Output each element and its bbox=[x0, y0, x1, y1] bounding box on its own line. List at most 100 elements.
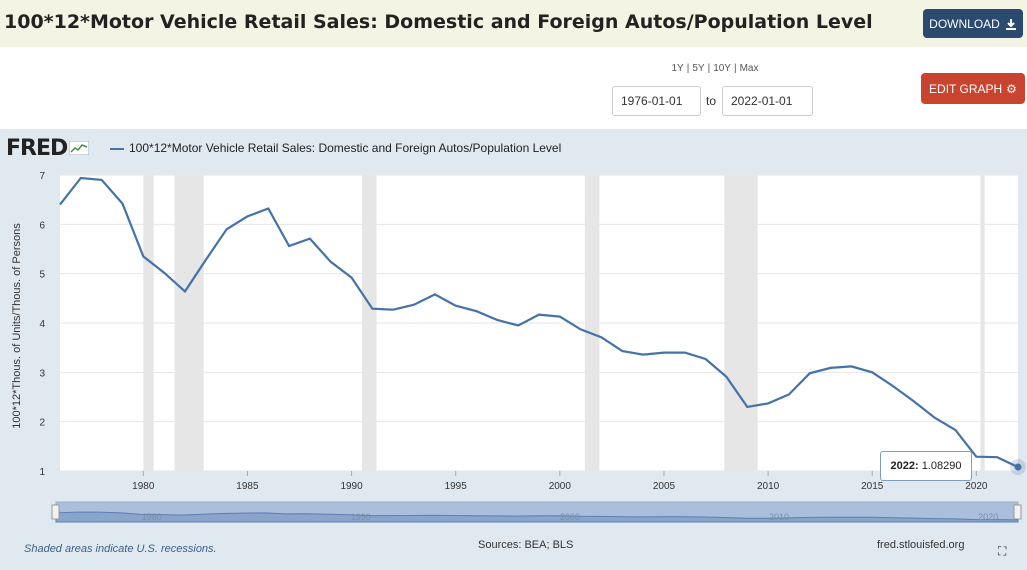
data-point-highlight bbox=[1010, 459, 1026, 476]
navigator-handle-left[interactable] bbox=[51, 504, 60, 520]
data-point bbox=[787, 393, 791, 397]
y-tick-label: 4 bbox=[39, 319, 45, 330]
download-label: DOWNLOAD bbox=[929, 16, 1000, 31]
data-point bbox=[79, 176, 83, 180]
data-point bbox=[433, 292, 437, 296]
data-point bbox=[266, 207, 270, 211]
data-point bbox=[141, 254, 145, 258]
data-points bbox=[58, 176, 1026, 476]
data-point bbox=[641, 353, 645, 357]
data-point bbox=[58, 203, 62, 207]
data-point bbox=[849, 364, 853, 368]
x-tick-label: 2020 bbox=[965, 481, 988, 492]
range-max[interactable]: Max bbox=[739, 63, 759, 74]
data-point bbox=[954, 428, 958, 432]
y-tick-label: 1 bbox=[39, 467, 45, 478]
x-tick-label: 2005 bbox=[653, 481, 676, 492]
title-bar bbox=[0, 0, 1027, 47]
x-tick-label: 1980 bbox=[132, 481, 155, 492]
data-point bbox=[537, 313, 541, 317]
y-tick-label: 6 bbox=[39, 220, 45, 231]
data-point bbox=[225, 227, 229, 231]
navigator-tick-label: 2010 bbox=[769, 512, 789, 522]
data-point bbox=[516, 323, 520, 327]
navigator-tick-label: 1980 bbox=[142, 512, 162, 522]
fred-url-link[interactable]: fred.stlouisfed.org bbox=[877, 539, 965, 551]
data-point bbox=[995, 455, 999, 459]
y-tick-label: 2 bbox=[39, 418, 45, 429]
range-10y[interactable]: 10Y bbox=[713, 63, 731, 74]
sources-text: Sources: BEA; BLS bbox=[478, 539, 574, 551]
data-point bbox=[204, 258, 208, 262]
data-point bbox=[183, 289, 187, 293]
data-point bbox=[100, 178, 104, 182]
start-date-input[interactable] bbox=[612, 86, 701, 116]
range-1y[interactable]: 1Y bbox=[671, 63, 684, 74]
x-tick-label: 2015 bbox=[861, 481, 884, 492]
navigator-tick-label: 2000 bbox=[560, 512, 580, 522]
data-point bbox=[120, 202, 124, 206]
data-point bbox=[162, 271, 166, 275]
tooltip-value: 1.08290 bbox=[921, 460, 962, 472]
data-point bbox=[912, 399, 916, 403]
navigator-tick-label: 2020 bbox=[978, 512, 998, 522]
data-point bbox=[495, 318, 499, 322]
data-point bbox=[245, 214, 249, 218]
data-point bbox=[454, 304, 458, 308]
download-icon bbox=[1005, 18, 1016, 30]
edit-graph-button[interactable]: EDIT GRAPH ⚙ bbox=[921, 73, 1025, 104]
y-tick-label: 7 bbox=[39, 171, 45, 182]
data-point bbox=[891, 384, 895, 388]
data-point bbox=[620, 349, 624, 353]
x-tick-label: 2010 bbox=[757, 481, 780, 492]
end-date-input[interactable] bbox=[722, 86, 813, 116]
data-point bbox=[308, 237, 312, 241]
data-point bbox=[704, 357, 708, 361]
recession-note: Shaded areas indicate U.S. recessions. bbox=[24, 543, 217, 555]
data-point bbox=[579, 327, 583, 331]
x-tick-label: 1995 bbox=[445, 481, 468, 492]
tooltip-year: 2022: bbox=[890, 460, 919, 472]
y-axis-title: 100*12*Thous. of Units/Thous. of Persons bbox=[11, 223, 23, 429]
series-line bbox=[59, 176, 1019, 469]
data-point bbox=[870, 370, 874, 374]
download-button[interactable]: DOWNLOAD bbox=[923, 9, 1023, 38]
data-point bbox=[829, 366, 833, 370]
data-point bbox=[808, 371, 812, 375]
data-point bbox=[766, 401, 770, 405]
y-tick-label: 3 bbox=[39, 368, 45, 379]
tooltip: 2022: 1.08290 bbox=[880, 451, 972, 481]
data-point bbox=[683, 351, 687, 355]
line-chart: 1 2 3 4 5 6 7 1980 1985 1990 1995 2000 2005 2010 2015… bbox=[11, 171, 1026, 523]
navigator-tick-label: 1990 bbox=[351, 512, 371, 522]
legend-swatch bbox=[110, 148, 124, 150]
data-point bbox=[370, 307, 374, 311]
range-5y[interactable]: 5Y bbox=[692, 63, 705, 74]
data-point bbox=[329, 260, 333, 264]
data-point bbox=[1014, 463, 1022, 471]
data-point bbox=[475, 309, 479, 313]
edit-graph-label: EDIT GRAPH bbox=[929, 81, 1003, 96]
data-point bbox=[287, 244, 291, 248]
gear-icon: ⚙ bbox=[1006, 81, 1017, 96]
navigator[interactable]: 1980 1990 2000 2010 2020 bbox=[51, 501, 1022, 523]
range-selector: 1Y | 5Y | 10Y | Max bbox=[671, 63, 759, 74]
data-point bbox=[350, 276, 354, 280]
page-title: 100*12*Motor Vehicle Retail Sales: Domes… bbox=[4, 11, 873, 33]
data-point bbox=[745, 405, 749, 409]
data-point bbox=[391, 308, 395, 312]
navigator-handle-right[interactable] bbox=[1013, 504, 1022, 520]
y-tick-label: 5 bbox=[39, 270, 45, 281]
data-point bbox=[724, 375, 728, 379]
data-point bbox=[662, 351, 666, 355]
legend-label: 100*12*Motor Vehicle Retail Sales: Domes… bbox=[129, 141, 562, 155]
data-point bbox=[599, 335, 603, 339]
data-point bbox=[558, 315, 562, 319]
gridlines bbox=[60, 174, 1018, 472]
data-point bbox=[412, 303, 416, 307]
y-axis-labels: 1 2 3 4 5 6 7 bbox=[39, 171, 45, 478]
data-point bbox=[933, 416, 937, 420]
navigator-series bbox=[55, 511, 1019, 523]
fullscreen-icon[interactable]: ⛶ bbox=[998, 544, 1007, 558]
x-axis-labels: 1980 1985 1990 1995 2000 2005 2010 2015 2020 bbox=[132, 471, 988, 492]
